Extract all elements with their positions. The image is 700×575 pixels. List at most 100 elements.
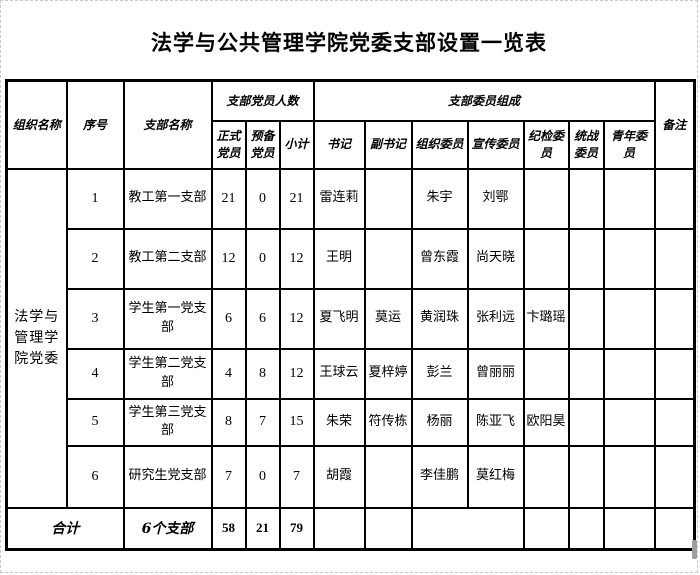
cell-youth-member — [602, 397, 656, 447]
cell-full-member: 4 — [210, 347, 247, 400]
header-row-sub: 正式党员 预备党员 小计 书记 副书记 组织委员 宣传委员 纪检委员 统战委员 … — [7, 119, 695, 170]
total-remarks-empty — [653, 506, 696, 551]
cell-discipline-member: 欧阳昊 — [522, 397, 570, 447]
cell-youth-member — [602, 347, 656, 400]
cell-branch-name: 学生第三党支部 — [122, 397, 213, 447]
cell-secretary: 夏飞明 — [312, 287, 366, 350]
cell-remarks — [653, 167, 696, 230]
cell-probationary-member: 7 — [244, 397, 281, 447]
cell-united-front-member — [567, 397, 605, 447]
cell-org-member: 李佳鹏 — [410, 444, 469, 509]
cell-seq: 4 — [65, 347, 125, 400]
cell-secretary: 雷连莉 — [312, 167, 366, 230]
total-deputy-secretary-empty — [363, 506, 413, 551]
cell-youth-member — [602, 444, 656, 509]
cell-subtotal: 7 — [278, 444, 315, 509]
cell-branch-name: 教工第一支部 — [122, 167, 213, 230]
cell-remarks — [653, 444, 696, 509]
cell-deputy-secretary — [363, 227, 413, 290]
header-youth-member: 青年委员 — [602, 119, 656, 170]
cell-deputy-secretary — [363, 167, 413, 230]
total-label: 合计 — [5, 506, 125, 551]
cell-deputy-secretary: 夏梓婷 — [363, 347, 413, 400]
table-row: 2 教工第二支部 12 0 12 王明 曾东霞 尚天晓 — [7, 227, 696, 290]
cell-deputy-secretary: 莫运 — [363, 287, 413, 350]
header-org-member: 组织委员 — [410, 119, 469, 170]
table-row: 法学与管理学院党委 1 教工第一支部 21 0 21 雷连莉 朱宇 刘鄂 — [5, 167, 696, 509]
header-discipline-member: 纪检委员 — [522, 119, 570, 170]
scrollbar-thumb[interactable] — [692, 540, 697, 559]
cell-subtotal: 12 — [278, 347, 315, 400]
header-org-name: 组织名称 — [5, 79, 68, 170]
cell-full-member: 6 — [210, 287, 247, 350]
cell-youth-member — [602, 167, 656, 230]
header-branch-name: 支部名称 — [122, 79, 213, 170]
header-secretary: 书记 — [312, 119, 366, 170]
cell-full-member: 21 — [210, 167, 247, 230]
cell-discipline-member — [522, 347, 570, 400]
cell-seq: 2 — [65, 227, 125, 290]
page-title: 法学与公共管理学院党委支部设置一览表 — [151, 30, 547, 55]
cell-publicity-member: 陈亚飞 — [466, 397, 525, 447]
cell-probationary-member: 0 — [244, 227, 281, 290]
total-org-publicity-empty — [410, 506, 525, 551]
cell-publicity-member: 张利远 — [466, 287, 525, 350]
table-row: 5 学生第三党支部 8 7 15 朱荣 符传栋 杨丽 陈亚飞 欧阳昊 — [7, 397, 696, 447]
header-subtotal: 小计 — [278, 119, 315, 170]
total-discipline-empty — [522, 506, 570, 551]
cell-united-front-member — [567, 167, 605, 230]
total-secretary-empty — [312, 506, 366, 551]
cell-youth-member — [602, 227, 656, 290]
cell-org-member: 朱宇 — [410, 167, 469, 230]
cell-remarks — [653, 227, 696, 290]
header-member-count-group: 支部党员人数 — [210, 79, 315, 122]
total-branch-count: 6个支部 — [122, 506, 213, 551]
header-row-groups: 组织名称 序号 支部名称 支部党员人数 支部委员组成 备注 — [5, 79, 696, 170]
cell-discipline-member — [522, 227, 570, 290]
cell-full-member: 12 — [210, 227, 247, 290]
cell-remarks — [653, 347, 696, 400]
cell-discipline-member — [522, 444, 570, 509]
branch-overview-table: 组织名称 序号 支部名称 支部党员人数 支部委员组成 备注 正式党员 预备党员 … — [5, 79, 697, 551]
header-full-member: 正式党员 — [210, 119, 247, 170]
cell-seq: 6 — [65, 444, 125, 509]
cell-discipline-member — [522, 167, 570, 230]
cell-subtotal: 12 — [278, 287, 315, 350]
total-united-front-empty — [567, 506, 605, 551]
cell-united-front-member — [567, 227, 605, 290]
cell-full-member: 8 — [210, 397, 247, 447]
cell-probationary-member: 0 — [244, 444, 281, 509]
cell-probationary-member: 0 — [244, 167, 281, 230]
table-row: 6 研究生党支部 7 0 7 胡霞 李佳鹏 莫红梅 — [7, 444, 696, 509]
cell-subtotal: 12 — [278, 227, 315, 290]
cell-seq: 1 — [65, 167, 125, 230]
cell-united-front-member — [567, 444, 605, 509]
header-deputy-secretary: 副书记 — [363, 119, 413, 170]
cell-publicity-member: 曾丽丽 — [466, 347, 525, 400]
cell-discipline-member: 卞璐瑶 — [522, 287, 570, 350]
table-row: 3 学生第一党支部 6 6 12 夏飞明 莫运 黄润珠 张利远 卞璐瑶 — [7, 287, 696, 350]
cell-secretary: 王球云 — [312, 347, 366, 400]
cell-probationary-member: 8 — [244, 347, 281, 400]
cell-united-front-member — [567, 347, 605, 400]
total-row: 合计 6个支部 58 21 79 — [5, 506, 696, 551]
table-row: 4 学生第二党支部 4 8 12 王球云 夏梓婷 彭兰 曾丽丽 — [7, 347, 696, 400]
cell-remarks — [653, 287, 696, 350]
header-publicity-member: 宣传委员 — [466, 119, 525, 170]
cell-seq: 5 — [65, 397, 125, 447]
cell-probationary-member: 6 — [244, 287, 281, 350]
cell-subtotal: 15 — [278, 397, 315, 447]
cell-united-front-member — [567, 287, 605, 350]
total-probationary-member: 21 — [244, 506, 281, 551]
cell-publicity-member: 尚天晓 — [466, 227, 525, 290]
total-full-member: 58 — [210, 506, 247, 551]
header-seq: 序号 — [65, 79, 125, 170]
cell-publicity-member: 刘鄂 — [466, 167, 525, 230]
header-remarks: 备注 — [653, 79, 696, 170]
header-committee-group: 支部委员组成 — [312, 79, 656, 122]
cell-org-member: 彭兰 — [410, 347, 469, 400]
cell-branch-name: 教工第二支部 — [122, 227, 213, 290]
cell-secretary: 胡霞 — [312, 444, 366, 509]
cell-org-member: 曾东霞 — [410, 227, 469, 290]
